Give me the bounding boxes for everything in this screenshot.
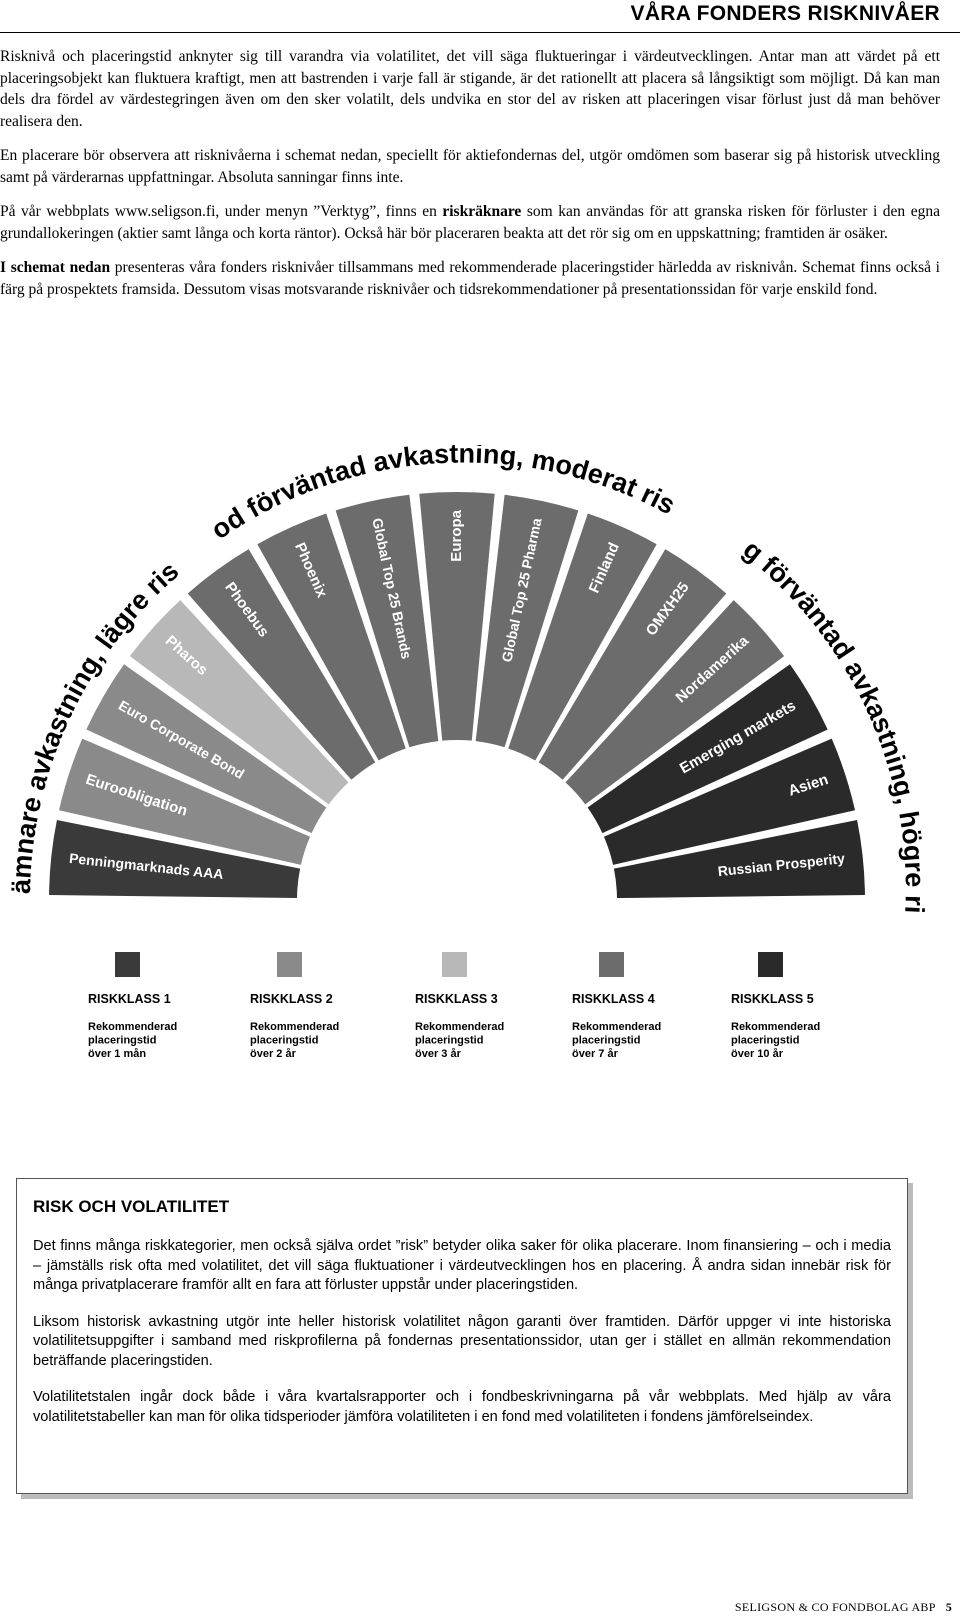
intro-paragraph-4: I schemat nedan presenteras våra fonders… [0,257,940,300]
intro-p3-start: På vår webbplats www.seligson.fi, under … [0,203,443,220]
schemat-term: I schemat nedan [0,259,111,276]
legend-swatch [115,952,140,977]
legend-swatch [599,952,624,977]
header-rule [0,32,960,33]
box-title: RISK OCH VOLATILITET [33,1197,230,1216]
fund-segment [587,664,828,834]
legend-title: RISKKLASS 1 [88,992,171,1006]
legend-title: RISKKLASS 2 [250,992,333,1006]
risk-class-legend: RISKKLASS 1Rekommenderadplaceringstidöve… [88,952,820,1060]
legend-title: RISKKLASS 3 [415,992,498,1006]
intro-p4-rest: presenteras våra fonders risknivåer till… [0,259,940,298]
fund-segment [58,738,311,865]
box-paragraph-1: Det finns många riskkategorier, men ocks… [33,1238,891,1293]
legend-text: Rekommenderad [572,1021,661,1033]
legend-text: Rekommenderad [88,1021,177,1033]
fund-segment [49,820,301,899]
legend-swatch [758,952,783,977]
legend-text: placeringstid [572,1035,640,1047]
fund-segment [508,513,657,761]
riskraknare-term: riskräknare [442,203,522,220]
risk-volatility-box: RISK OCH VOLATILITET Det finns många ris… [16,1178,908,1494]
legend-text: över 3 år [415,1048,462,1060]
legend-text: placeringstid [250,1035,318,1047]
legend-text: Rekommenderad [415,1021,504,1033]
legend-text: placeringstid [415,1035,483,1047]
intro-p3-end: som kan användas för att granska risken … [0,203,940,242]
fund-segment [538,549,727,780]
footer-company: SELIGSON & CO FONDBOLAG ABP [734,1600,936,1614]
legend-text: Rekommenderad [250,1021,339,1033]
legend-title: RISKKLASS 4 [572,992,655,1006]
legend-text: över 7 år [572,1048,619,1060]
arc-label-moderate-risk-text: God förväntad avkastning, moderat risk [0,445,680,545]
fund-segment [475,494,579,748]
legend-title: RISKKLASS 5 [731,992,814,1006]
intro-paragraph-2: En placerare bör observera att risknivåe… [0,147,940,186]
legend-swatch [442,952,467,977]
fund-segment [419,492,495,741]
legend-swatch [277,952,302,977]
page-footer: SELIGSON & CO FONDBOLAG ABP 5 [735,1600,952,1615]
legend-text: placeringstid [731,1035,799,1047]
page-title: VÅRA FONDERS RISKNIVÅER [630,2,940,25]
intro-paragraph-1: Risknivå och placeringstid anknyter sig … [0,48,940,130]
legend-text: över 1 mån [88,1048,146,1060]
fund-segment [613,820,865,899]
fund-segment [257,513,406,761]
fund-label: Europa [448,509,465,561]
fund-segment [187,549,376,780]
box-paragraph-3: Volatilitetstalen ingår dock både i våra… [33,1389,891,1425]
intro-text: Risknivå och placeringstid anknyter sig … [0,46,940,313]
fund-segments [49,492,865,899]
legend-text: över 10 år [731,1048,784,1060]
legend-text: Rekommenderad [731,1021,820,1033]
fund-segment [565,600,785,805]
arc-label-moderate-risk: God förväntad avkastning, moderat risk [0,445,680,545]
page-number: 5 [945,1600,952,1614]
fund-segment [129,600,349,805]
box-paragraph-2: Liksom historisk avkastning utgör inte h… [33,1313,891,1369]
legend-text: placeringstid [88,1035,156,1047]
legend-text: över 2 år [250,1048,297,1060]
intro-paragraph-3: På vår webbplats www.seligson.fi, under … [0,201,940,244]
fund-segment [335,494,439,748]
fund-segment [86,664,327,834]
fund-segment [603,738,856,865]
